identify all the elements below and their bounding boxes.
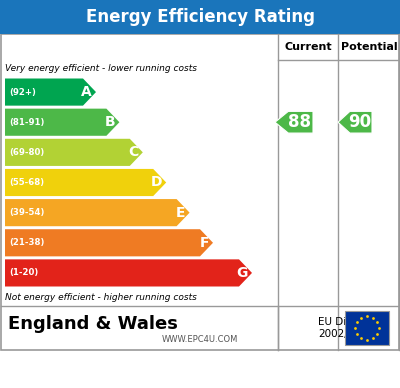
Text: EU Directive: EU Directive bbox=[318, 317, 382, 327]
Text: England & Wales: England & Wales bbox=[8, 315, 178, 333]
Text: (69-80): (69-80) bbox=[9, 148, 44, 157]
Bar bbox=[345, 311, 389, 345]
Text: F: F bbox=[200, 236, 209, 250]
Text: Current: Current bbox=[284, 42, 332, 52]
Text: (1-20): (1-20) bbox=[9, 268, 38, 277]
Text: Potential: Potential bbox=[341, 42, 397, 52]
Text: (55-68): (55-68) bbox=[9, 178, 44, 187]
Text: 2002/91/EC: 2002/91/EC bbox=[318, 329, 378, 339]
Text: B: B bbox=[105, 115, 116, 129]
Text: (39-54): (39-54) bbox=[9, 208, 44, 217]
Text: (21-38): (21-38) bbox=[9, 238, 44, 247]
Text: G: G bbox=[237, 266, 248, 280]
Text: E: E bbox=[176, 206, 186, 220]
Polygon shape bbox=[5, 109, 120, 136]
Polygon shape bbox=[338, 111, 372, 133]
Bar bbox=[1, 34, 399, 350]
Text: A: A bbox=[81, 85, 92, 99]
Polygon shape bbox=[5, 229, 213, 256]
Text: (81-91): (81-91) bbox=[9, 118, 44, 127]
Text: D: D bbox=[151, 175, 162, 189]
Text: Very energy efficient - lower running costs: Very energy efficient - lower running co… bbox=[5, 64, 197, 73]
Text: WWW.EPC4U.COM: WWW.EPC4U.COM bbox=[162, 335, 238, 344]
Bar bbox=[0, 0, 400, 34]
Text: C: C bbox=[128, 146, 139, 159]
Text: 88: 88 bbox=[288, 113, 311, 131]
Polygon shape bbox=[5, 169, 166, 196]
Text: Not energy efficient - higher running costs: Not energy efficient - higher running co… bbox=[5, 293, 197, 301]
Polygon shape bbox=[5, 199, 190, 226]
Text: Energy Efficiency Rating: Energy Efficiency Rating bbox=[86, 8, 314, 26]
Polygon shape bbox=[275, 111, 313, 133]
Polygon shape bbox=[5, 259, 252, 286]
Text: 90: 90 bbox=[348, 113, 372, 131]
Polygon shape bbox=[5, 139, 143, 166]
Polygon shape bbox=[5, 78, 96, 106]
Text: (92+): (92+) bbox=[9, 88, 36, 97]
